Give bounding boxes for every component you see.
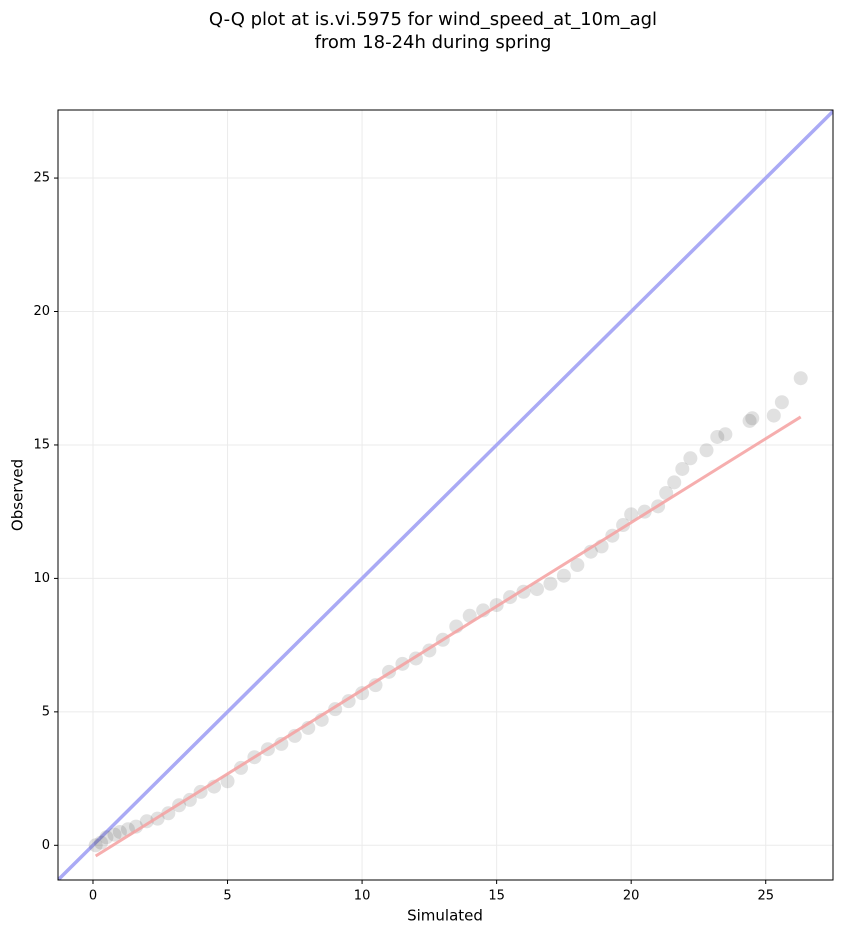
point bbox=[624, 507, 639, 522]
point bbox=[355, 686, 370, 701]
point bbox=[675, 461, 690, 476]
point bbox=[745, 411, 760, 426]
chart-title: Q-Q plot at is.vi.5975 for wind_speed_at… bbox=[209, 9, 657, 30]
point bbox=[112, 824, 127, 839]
point bbox=[287, 728, 302, 743]
y-tick-label: 10 bbox=[33, 571, 50, 586]
point bbox=[766, 408, 781, 423]
point bbox=[710, 429, 725, 444]
point bbox=[774, 395, 789, 410]
y-tick-label: 0 bbox=[42, 838, 50, 853]
point bbox=[659, 485, 674, 500]
point bbox=[88, 838, 103, 853]
point bbox=[570, 558, 585, 573]
y-axis-label: Observed bbox=[9, 459, 27, 531]
x-tick-label: 20 bbox=[623, 889, 640, 904]
point bbox=[543, 576, 558, 591]
plot-area bbox=[58, 110, 833, 880]
point bbox=[793, 371, 808, 386]
point bbox=[274, 736, 289, 751]
y-tick-label: 25 bbox=[33, 171, 50, 186]
point bbox=[718, 427, 733, 442]
x-axis-label: Simulated bbox=[407, 907, 483, 925]
y-tick-label: 15 bbox=[33, 437, 50, 452]
x-tick-label: 10 bbox=[354, 889, 371, 904]
point bbox=[556, 568, 571, 583]
fit-line bbox=[94, 415, 802, 858]
y-tick-label: 5 bbox=[42, 704, 50, 719]
x-tick-label: 15 bbox=[488, 889, 505, 904]
identity-line bbox=[58, 110, 833, 880]
x-tick-label: 0 bbox=[89, 889, 97, 904]
point bbox=[368, 678, 383, 693]
chart-title: from 18-24h during spring bbox=[315, 32, 552, 53]
point bbox=[99, 830, 114, 845]
point bbox=[529, 582, 544, 597]
point bbox=[742, 413, 757, 428]
plot-frame bbox=[57, 109, 834, 881]
y-tick-label: 20 bbox=[33, 304, 50, 319]
point bbox=[107, 827, 122, 842]
point bbox=[683, 451, 698, 466]
point bbox=[699, 443, 714, 458]
x-tick-label: 5 bbox=[223, 889, 231, 904]
x-tick-label: 25 bbox=[757, 889, 774, 904]
point bbox=[667, 475, 682, 490]
point bbox=[94, 835, 109, 850]
